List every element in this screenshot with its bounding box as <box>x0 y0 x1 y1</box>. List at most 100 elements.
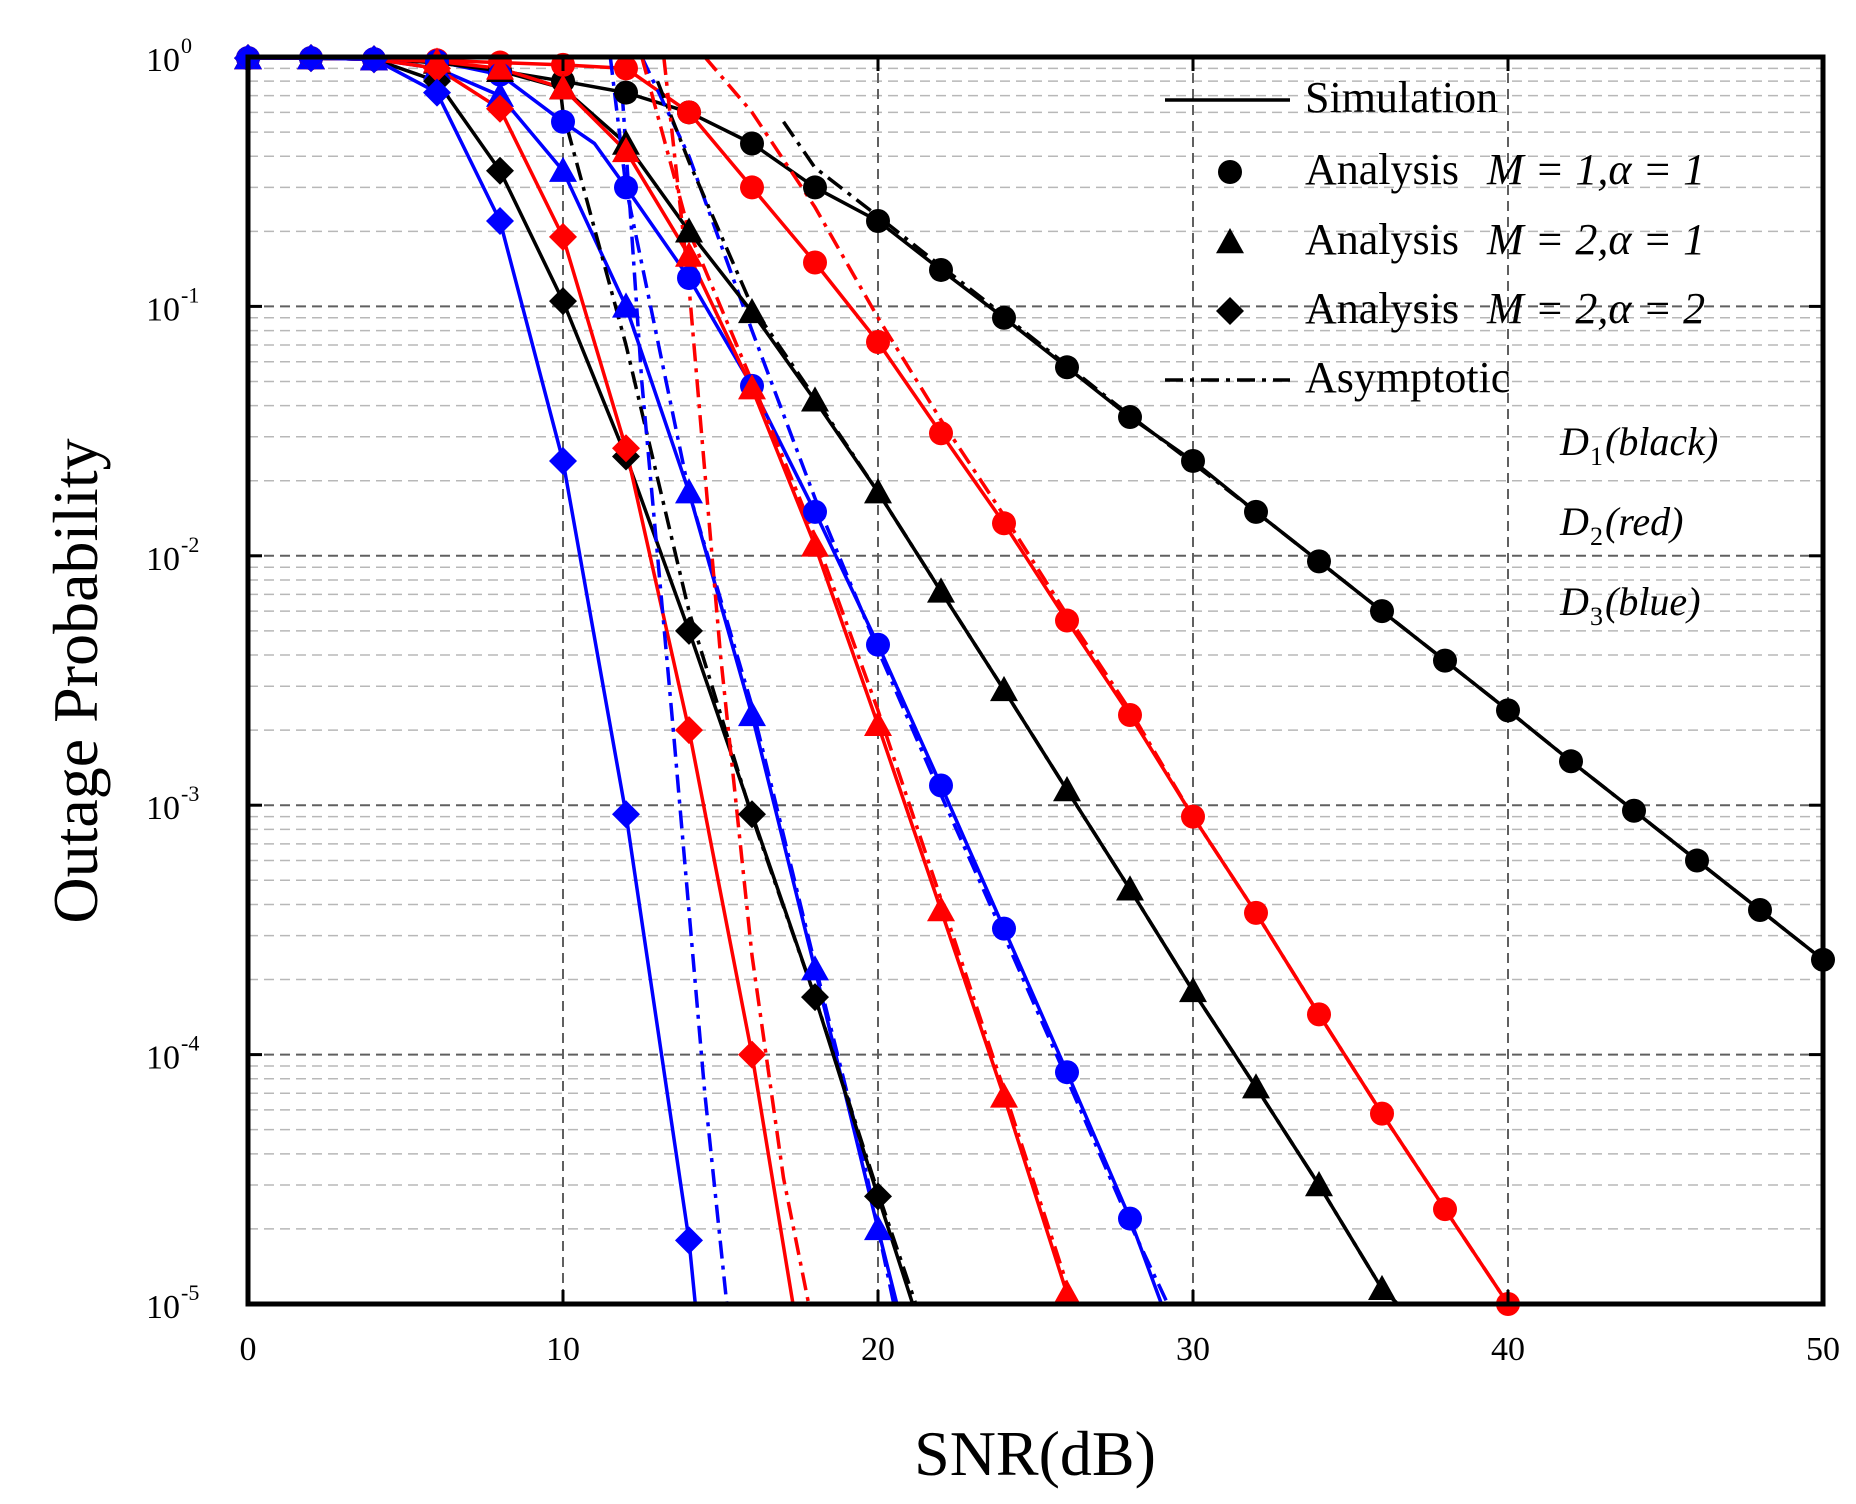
plot-frame <box>245 54 1826 1307</box>
data-point-triangle <box>486 81 514 107</box>
data-point-diamond <box>738 1040 766 1069</box>
data-point-circle <box>1055 1060 1079 1085</box>
data-point-triangle <box>675 478 703 504</box>
data-point-circle <box>1622 798 1646 823</box>
y-tick-label: 10 <box>146 1289 180 1326</box>
data-point-triangle <box>738 297 766 324</box>
data-point-diamond <box>612 800 640 829</box>
data-point-triangle <box>1242 1073 1270 1099</box>
data-point-circle <box>1559 749 1583 774</box>
data-point-triangle <box>927 577 955 603</box>
data-point-diamond <box>486 156 514 185</box>
data-point-diamond <box>801 983 829 1012</box>
data-point-triangle <box>864 1214 892 1241</box>
data-point-circle <box>1496 698 1520 723</box>
data-point-triangle <box>486 54 514 80</box>
data-point-diamond <box>612 434 640 463</box>
data-point-diamond <box>423 78 451 107</box>
user-color-label: (red) <box>1605 499 1683 544</box>
user-subscript: 2 <box>1590 522 1603 551</box>
data-point-circle <box>929 257 953 282</box>
y-tick-label: 10 <box>146 291 180 328</box>
data-point-circle <box>803 175 827 200</box>
data-point-triangle <box>549 156 577 182</box>
data-point-diamond <box>549 287 577 316</box>
data-point-circle <box>929 773 953 798</box>
data-point-circle <box>992 305 1016 330</box>
legend-marker-circle <box>1218 160 1242 184</box>
data-point-circle <box>740 131 764 156</box>
data-point-diamond <box>549 222 577 251</box>
data-point-circle <box>1307 549 1331 574</box>
data-point-diamond <box>864 1182 892 1211</box>
user-color-annotations: D 1 (black)D 2 (red)D 3 (blue) <box>1559 419 1718 631</box>
data-point-circle <box>866 632 890 657</box>
legend-label: Simulation <box>1305 73 1498 122</box>
user-subscript: 1 <box>1590 442 1603 471</box>
data-point-triangle <box>612 136 640 163</box>
data-point-triangle <box>801 386 829 412</box>
data-point-circle <box>614 80 638 105</box>
y-tick-label: 10 <box>146 541 180 578</box>
data-point-diamond <box>423 54 451 83</box>
y-tick-exponent: -4 <box>181 1031 199 1056</box>
data-point-triangle <box>1179 976 1207 1003</box>
data-point-circle <box>614 175 638 200</box>
data-point-circle <box>992 511 1016 536</box>
user-color-label: (blue) <box>1605 579 1701 624</box>
data-point-circle <box>866 208 890 233</box>
legend-marker-diamond <box>1216 297 1244 325</box>
legend-label: Asymptotic <box>1305 353 1510 402</box>
data-point-diamond <box>738 800 766 829</box>
data-point-diamond <box>486 206 514 235</box>
data-point-triangle <box>1116 875 1144 901</box>
data-point-triangle <box>1305 1171 1333 1197</box>
data-point-triangle <box>990 675 1018 702</box>
y-tick-exponent: -3 <box>181 781 199 806</box>
data-point-diamond <box>675 1226 703 1255</box>
data-point-triangle <box>675 217 703 243</box>
data-point-triangle <box>864 478 892 504</box>
legend-math-label: M = 2,α = 2 <box>1486 284 1705 333</box>
legend-math-label: M = 1,α = 1 <box>1486 145 1705 194</box>
asymptotic-line <box>617 57 729 1304</box>
y-tick-label: 10 <box>146 42 180 79</box>
y-tick-label: 10 <box>146 1040 180 1077</box>
data-point-triangle <box>1053 776 1081 802</box>
data-point-triangle <box>612 292 640 318</box>
grid <box>247 56 1824 1305</box>
user-symbol: D <box>1559 579 1589 624</box>
data-point-circle <box>1244 499 1268 524</box>
data-point-triangle <box>738 700 766 727</box>
data-point-circle <box>866 329 890 354</box>
asymptotic-line <box>640 57 1079 1304</box>
x-tick-label: 10 <box>546 1331 580 1368</box>
data-point-circle <box>1118 1206 1142 1231</box>
data-point-triangle <box>801 531 829 557</box>
legend-label: Analysis <box>1305 284 1459 333</box>
asymptotic-line <box>782 120 1823 962</box>
data-point-circle <box>803 499 827 524</box>
data-point-triangle <box>1368 1274 1396 1301</box>
x-tick-label: 50 <box>1806 1331 1840 1368</box>
x-axis-title: SNR(dB) <box>914 1418 1156 1489</box>
data-point-triangle <box>801 955 829 981</box>
data-point-circle <box>1055 608 1079 633</box>
user-subscript: 3 <box>1590 602 1603 631</box>
data-point-triangle <box>738 374 766 400</box>
y-axis-title: Outage Probability <box>40 438 111 923</box>
data-point-circle <box>992 916 1016 941</box>
data-point-triangle <box>549 74 577 100</box>
data-point-triangle <box>675 241 703 267</box>
data-point-circle <box>1181 804 1205 829</box>
data-point-diamond <box>486 94 514 123</box>
data-point-circle <box>1244 900 1268 925</box>
data-point-circle <box>1118 702 1142 727</box>
legend-label: Analysis <box>1305 215 1459 264</box>
data-point-circle <box>677 100 701 125</box>
data-point-triangle <box>1053 1279 1081 1305</box>
data-point-circle <box>677 265 701 290</box>
legend-math-label: M = 2,α = 1 <box>1486 215 1705 264</box>
